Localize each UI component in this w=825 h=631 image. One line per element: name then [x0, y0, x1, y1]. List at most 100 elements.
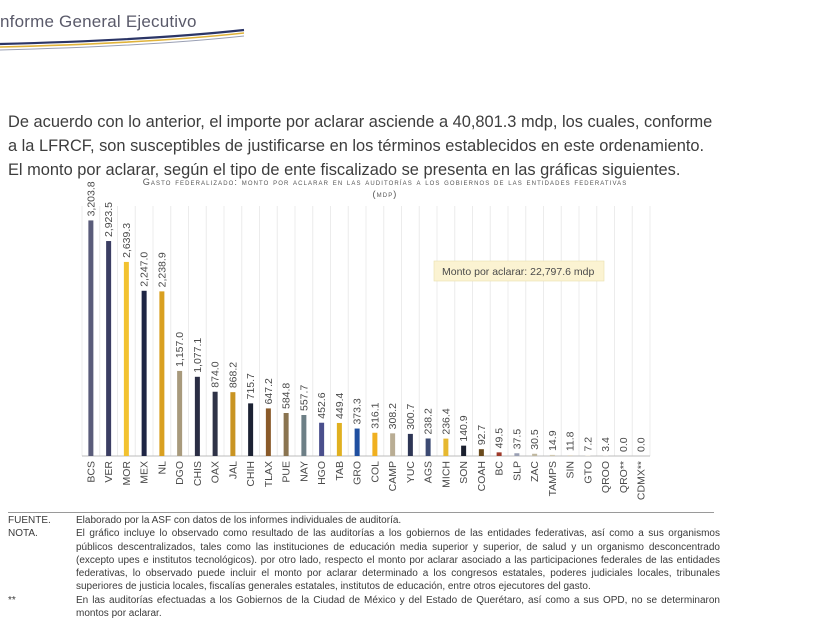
category-label: CHIS: [192, 461, 204, 486]
bar-sin: [567, 455, 573, 456]
data-label: 584.8: [281, 383, 293, 409]
data-label: 1,077.1: [192, 338, 204, 373]
note-text: Elaborado por la ASF con datos de los in…: [76, 515, 402, 526]
category-label: MICH: [440, 461, 452, 488]
bar-chart: 3,203.8 BCS 2,923.5 VER 2,639.3 MOR 2,247.0 MEX…: [81, 181, 651, 500]
note-label: FUENTE.: [8, 515, 51, 526]
annotation-text: Monto por aclarar: 22,797.6 mdp: [442, 266, 594, 278]
data-label: 452.6: [316, 392, 328, 418]
category-label: GTO: [582, 461, 594, 484]
header-swoosh-decoration: [0, 28, 245, 51]
data-label: 14.9: [547, 430, 559, 451]
data-label: 316.1: [369, 402, 381, 428]
bar-tamps: [549, 454, 555, 456]
data-label: 0.0: [618, 437, 630, 452]
bar-nl: [159, 291, 165, 456]
category-label: DGO: [174, 461, 186, 485]
data-label: 2,923.5: [103, 202, 115, 237]
category-label: MOR: [121, 461, 133, 486]
bar-ver: [106, 241, 112, 456]
category-label: CAMP: [387, 461, 399, 491]
category-label: BC: [494, 461, 506, 476]
category-label: YUC: [405, 461, 417, 484]
category-label: CHIH: [245, 461, 257, 487]
data-label: 30.5: [529, 429, 541, 450]
category-label: TLAX: [263, 461, 275, 487]
data-label: 236.4: [440, 408, 452, 434]
note-asterisks: ** En las auditorías efectuadas a los Go…: [8, 594, 720, 621]
data-label: 715.7: [245, 373, 257, 399]
data-label: 2,238.9: [156, 252, 168, 287]
data-label: 2,639.3: [121, 223, 133, 258]
category-label: HGO: [316, 461, 328, 485]
note-text: El gráfico incluye lo observado como res…: [76, 528, 720, 593]
category-label: TAMPS: [547, 461, 559, 496]
note-text: En las auditorías efectuadas a los Gobie…: [76, 594, 720, 620]
category-label: JAL: [227, 461, 239, 479]
report-header-title: nforme General Ejecutivo: [0, 12, 197, 31]
notes-divider: [8, 512, 714, 513]
data-label: 7.2: [582, 437, 594, 452]
data-label: 300.7: [405, 403, 417, 429]
bar-coah: [478, 449, 484, 456]
category-label: SIN: [565, 461, 577, 479]
bar-col: [372, 432, 378, 456]
category-label: NAY: [298, 461, 310, 482]
bar-bcs: [88, 220, 94, 456]
category-label: OAX: [210, 461, 222, 483]
bar-nay: [301, 414, 307, 456]
bar-hgo: [319, 422, 325, 456]
data-label: 49.5: [494, 428, 506, 449]
bar-chis: [194, 376, 200, 456]
category-label: QRO**: [618, 461, 630, 493]
category-label: GRO: [352, 461, 364, 485]
data-label: 3.4: [600, 437, 612, 452]
notes-section: FUENTE. Elaborado por la ASF con datos d…: [8, 512, 720, 621]
category-label: MEX: [139, 461, 151, 484]
bar-pue: [283, 413, 289, 456]
data-label: 37.5: [511, 429, 523, 450]
bar-mex: [141, 290, 147, 456]
category-label: AGS: [423, 461, 435, 483]
data-label: 0.0: [636, 437, 648, 452]
category-label: NL: [156, 461, 168, 475]
bar-camp: [390, 433, 396, 456]
bar-tlax: [265, 408, 271, 456]
note-fuente: FUENTE. Elaborado por la ASF con datos d…: [8, 514, 720, 527]
note-nota: NOTA. El gráfico incluye lo observado co…: [8, 527, 720, 593]
data-label: 140.9: [458, 415, 470, 441]
data-label: 2,247.0: [139, 252, 151, 287]
bar-son: [461, 445, 467, 456]
bar-ags: [425, 438, 431, 456]
category-label: CDMX**: [636, 461, 648, 500]
category-label: QROO: [600, 461, 612, 493]
bar-gro: [354, 428, 360, 456]
bar-bc: [496, 452, 502, 456]
note-label: NOTA.: [8, 528, 38, 540]
chart-title: Gasto federalizado: monto por aclarar en…: [142, 177, 628, 187]
category-label: BCS: [85, 461, 97, 483]
data-label: 308.2: [387, 403, 399, 429]
bar-tab: [336, 422, 342, 456]
bar-mich: [443, 438, 449, 456]
category-label: PUE: [281, 461, 293, 483]
data-label: 373.3: [352, 398, 364, 424]
data-label: 3,203.8: [85, 181, 97, 216]
category-label: ZAC: [529, 461, 541, 482]
bar-chih: [248, 403, 254, 456]
note-label: **: [8, 594, 16, 606]
category-label: TAB: [334, 461, 346, 481]
data-label: 92.7: [476, 425, 488, 446]
intro-paragraph: De acuerdo con lo anterior, el importe p…: [8, 113, 713, 180]
data-label: 1,157.0: [174, 332, 186, 367]
category-label: COL: [369, 461, 381, 483]
data-label: 647.2: [263, 378, 275, 404]
bar-slp: [514, 453, 520, 456]
bar-oax: [212, 391, 218, 456]
data-label: 874.0: [210, 361, 222, 387]
data-label: 11.8: [565, 431, 577, 451]
bar-dgo: [177, 370, 183, 456]
bar-yuc: [407, 433, 413, 456]
annotation-box: [433, 260, 605, 282]
category-label: SLP: [511, 461, 523, 481]
